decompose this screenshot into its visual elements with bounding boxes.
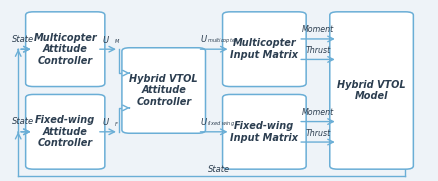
Text: State: State (12, 117, 34, 126)
FancyBboxPatch shape (25, 94, 105, 169)
Text: Moment: Moment (301, 26, 333, 34)
Text: Hybrid VTOL
Attitude
Controller: Hybrid VTOL Attitude Controller (129, 74, 198, 107)
Text: ${_{fixed\ wing}}$: ${_{fixed\ wing}}$ (207, 119, 235, 129)
Text: Fixed-wing
Input Matrix: Fixed-wing Input Matrix (230, 121, 298, 143)
FancyBboxPatch shape (222, 12, 305, 87)
Text: Fixed-wing
Attitude
Controller: Fixed-wing Attitude Controller (35, 115, 95, 148)
Text: Moment: Moment (301, 108, 333, 117)
Text: ${_{multicopter}}$: ${_{multicopter}}$ (207, 36, 238, 46)
Text: $U$: $U$ (199, 116, 207, 127)
Text: $_F$: $_F$ (113, 120, 118, 129)
Text: Thrust: Thrust (305, 129, 330, 138)
Text: $U$: $U$ (199, 33, 207, 44)
FancyBboxPatch shape (222, 94, 305, 169)
Text: $U$: $U$ (102, 116, 110, 127)
Text: Multicopter
Attitude
Controller: Multicopter Attitude Controller (33, 33, 97, 66)
FancyBboxPatch shape (25, 12, 105, 87)
FancyBboxPatch shape (122, 48, 205, 133)
Text: Multicopter
Input Matrix: Multicopter Input Matrix (230, 38, 298, 60)
Text: $_M$: $_M$ (113, 37, 120, 46)
Text: State: State (12, 35, 34, 44)
FancyBboxPatch shape (329, 12, 413, 169)
Text: Hybrid VTOL
Model: Hybrid VTOL Model (336, 80, 405, 101)
Text: State: State (208, 165, 230, 174)
Text: $U$: $U$ (102, 34, 110, 45)
Text: Thrust: Thrust (305, 46, 330, 55)
